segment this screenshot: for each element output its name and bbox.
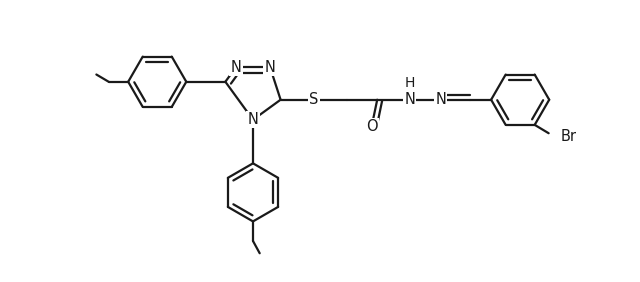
Text: S: S — [309, 92, 319, 107]
Text: N: N — [248, 112, 259, 127]
Text: O: O — [366, 119, 378, 134]
Text: N: N — [230, 60, 241, 75]
Text: N: N — [264, 60, 275, 75]
Text: N: N — [404, 92, 415, 107]
Text: N: N — [435, 92, 446, 107]
Text: H: H — [404, 76, 415, 90]
Text: Br: Br — [560, 129, 576, 144]
